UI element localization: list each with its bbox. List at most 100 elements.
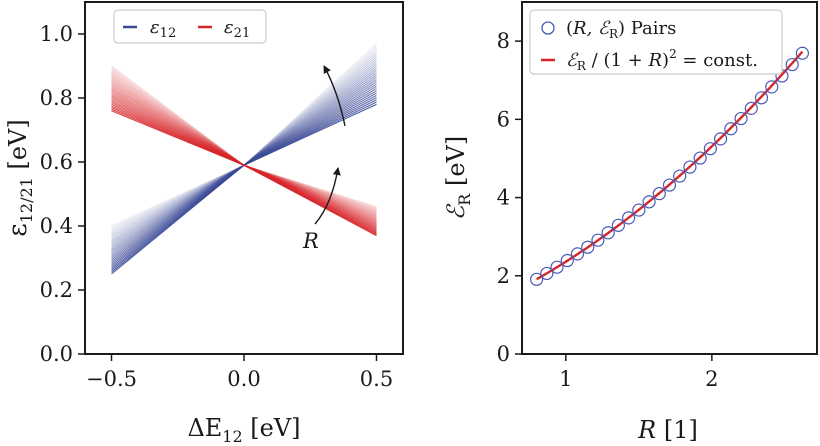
legend-label-e12: ε12 bbox=[150, 17, 176, 41]
y-tick-label: 4 bbox=[497, 186, 510, 210]
legend-label-pairs: (R, ℰR) Pairs bbox=[566, 18, 676, 41]
bundle-line-1-20 bbox=[111, 77, 377, 215]
bundle-line-1-27 bbox=[111, 65, 377, 208]
scatter-points bbox=[530, 46, 809, 286]
y-tick-label: 0 bbox=[497, 342, 510, 366]
x-tick-label: −0.5 bbox=[86, 367, 137, 391]
scatter-point bbox=[642, 195, 656, 209]
x-axis: −0.5 0.0 0.5 bbox=[86, 354, 393, 391]
plot-frame bbox=[84, 1, 404, 355]
x-tick-label: 0.0 bbox=[227, 367, 260, 391]
y-tick-label: 0.6 bbox=[40, 150, 73, 174]
x-axis-label: ΔE12 [eV] bbox=[187, 414, 300, 446]
lp-4: ) Pairs bbox=[618, 18, 676, 39]
annotation-arrows bbox=[314, 65, 346, 225]
y-tick-label: 2 bbox=[497, 264, 510, 288]
legend-marker-pairs bbox=[541, 21, 555, 35]
scatter-point bbox=[560, 253, 574, 268]
lf-4: ) bbox=[662, 50, 669, 71]
lp-3: R bbox=[609, 27, 619, 41]
lf-1: R bbox=[577, 59, 587, 73]
bundle-line-1-15 bbox=[111, 85, 377, 221]
arrow-up-red bbox=[314, 167, 341, 225]
y-tick-label: 6 bbox=[497, 107, 510, 131]
lp-0: ( bbox=[566, 18, 573, 39]
annotation-r-label: R bbox=[302, 229, 319, 253]
scatter-point bbox=[673, 169, 687, 183]
scatter-point bbox=[765, 80, 779, 94]
scatter-point bbox=[703, 142, 717, 156]
y-axis: 0.0 0.2 0.4 0.6 0.8 1.0 bbox=[40, 22, 85, 366]
x-tick-label: 2 bbox=[705, 367, 718, 391]
bundle-line-1-16 bbox=[111, 83, 377, 220]
arrow-up-blue bbox=[323, 65, 346, 127]
lp-1: R bbox=[572, 18, 587, 39]
scatter-point bbox=[591, 233, 605, 247]
scatter-point bbox=[785, 57, 799, 72]
bundle-line-1-23 bbox=[111, 72, 377, 212]
legend-label-e21: ε21 bbox=[224, 17, 250, 41]
y-tick-label: 0.4 bbox=[40, 214, 73, 238]
scatter-point bbox=[581, 240, 595, 254]
scatter-point bbox=[622, 211, 636, 225]
y-axis-label-right: ℰR [eV] bbox=[442, 136, 474, 220]
legend-e21-main: ε bbox=[224, 17, 234, 38]
legend: ε12 ε21 bbox=[113, 9, 267, 44]
y-tick-label: 1.0 bbox=[40, 22, 73, 46]
x-axis-label-unit: [eV] bbox=[243, 414, 301, 442]
y-axis-label-main: ε bbox=[3, 223, 33, 236]
legend-box-right bbox=[529, 9, 783, 75]
y-axis-label-right-sub: R bbox=[455, 193, 474, 206]
bundle-line-1-17 bbox=[111, 82, 377, 218]
x-axis-label-right-main: R bbox=[637, 416, 656, 444]
left-chart: R −0.5 0.0 0.5 0.00.20.40.60.81.0 ΔE12 [eV… bbox=[3, 1, 404, 446]
scatter-point bbox=[530, 272, 544, 286]
scatter-point bbox=[662, 178, 677, 192]
x-axis-label-main: ΔE bbox=[187, 414, 222, 442]
scatter-point bbox=[795, 46, 809, 60]
scatter-point bbox=[540, 266, 554, 281]
scatter-point bbox=[744, 101, 758, 115]
line-bundles bbox=[111, 43, 377, 275]
y-axis-label-right-unit: [eV] bbox=[442, 136, 470, 194]
fit-line bbox=[536, 50, 804, 281]
legend-label-formula: ℰR / (1 + R)2 = const. bbox=[566, 47, 758, 73]
legend-e12-sub: 12 bbox=[160, 26, 177, 41]
lf-3: R bbox=[647, 50, 662, 71]
bundle-line-1-22 bbox=[111, 73, 377, 213]
lf-2: / (1 + bbox=[586, 50, 649, 71]
x-axis-label-right: R [1] bbox=[637, 416, 698, 444]
legend-right: (R, ℰR) Pairs ℰR / (1 + R)2 = const. bbox=[529, 9, 783, 75]
legend-e21-sub: 21 bbox=[234, 26, 251, 41]
scatter-point bbox=[734, 111, 748, 126]
scatter-point bbox=[754, 91, 769, 105]
y-tick-label: 8 bbox=[497, 29, 510, 53]
y-axis-label: ε12/21 [eV] bbox=[3, 119, 36, 236]
scatter-point bbox=[724, 122, 738, 136]
y-tick-label: 0.0 bbox=[40, 342, 73, 366]
scatter-point bbox=[570, 247, 585, 261]
scatter-point bbox=[714, 132, 728, 146]
bundle-line-1-21 bbox=[111, 75, 377, 214]
x-tick-label: 0.5 bbox=[360, 367, 393, 391]
bundle-line-0-0 bbox=[111, 103, 377, 275]
bundle-line-1-24 bbox=[111, 70, 377, 211]
y-axis-label-unit: [eV] bbox=[4, 119, 32, 177]
lf-6: = const. bbox=[677, 50, 758, 71]
legend-e12-main: ε bbox=[150, 17, 160, 38]
lp-2: , ℰ bbox=[587, 18, 611, 39]
x-axis-label-sub: 12 bbox=[222, 427, 242, 446]
bundle-line-1-26 bbox=[111, 67, 377, 209]
lf-5: 2 bbox=[669, 47, 677, 61]
plot-frame-right bbox=[521, 1, 818, 355]
y-tick-label: 0.2 bbox=[40, 278, 73, 302]
y-axis-label-right-main: ℰ bbox=[442, 203, 470, 220]
lf-0: ℰ bbox=[566, 50, 579, 71]
x-axis-label-right-unit: [1] bbox=[656, 416, 698, 444]
x-tick-label: 1 bbox=[559, 367, 572, 391]
scatter-point bbox=[632, 203, 646, 217]
bundle-line-1-19 bbox=[111, 78, 377, 216]
